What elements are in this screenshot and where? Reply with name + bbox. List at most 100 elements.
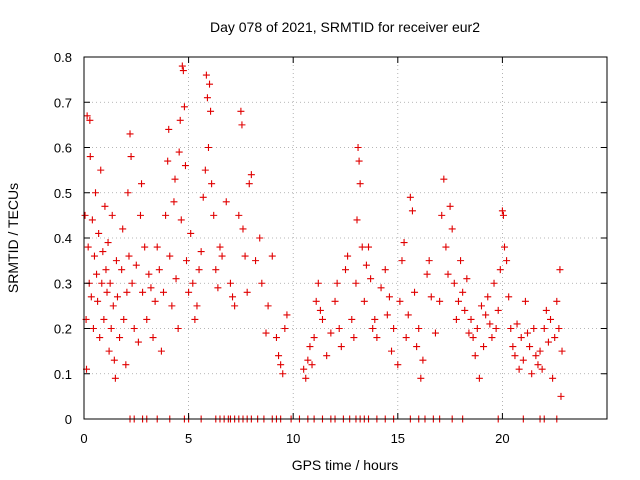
y-tick-label: 0.3 xyxy=(54,276,72,291)
data-point xyxy=(352,279,360,287)
data-point xyxy=(371,315,379,323)
data-point xyxy=(247,171,255,179)
data-point xyxy=(333,279,341,287)
data-point xyxy=(120,315,128,323)
data-point xyxy=(204,144,212,151)
data-point xyxy=(507,325,515,332)
data-point xyxy=(239,225,247,233)
data-point xyxy=(93,270,101,278)
data-point xyxy=(438,211,446,219)
y-tick-label: 0 xyxy=(65,412,72,427)
data-point xyxy=(168,302,176,310)
data-point xyxy=(231,302,239,310)
data-point xyxy=(218,252,226,260)
data-point xyxy=(540,325,548,332)
x-tick-label: 0 xyxy=(80,431,87,446)
data-point xyxy=(342,266,349,274)
data-point xyxy=(524,329,532,337)
data-point xyxy=(444,270,452,278)
data-point xyxy=(235,211,243,219)
data-point xyxy=(515,365,523,373)
data-point xyxy=(157,347,165,355)
data-point xyxy=(475,374,483,382)
data-point xyxy=(355,157,363,165)
data-point xyxy=(207,107,215,115)
data-point xyxy=(394,361,402,369)
data-point xyxy=(373,334,381,342)
data-point xyxy=(415,325,423,332)
data-point xyxy=(406,193,414,201)
data-point xyxy=(519,356,527,364)
data-point xyxy=(473,325,481,332)
data-point xyxy=(243,288,251,296)
x-tick-label: 5 xyxy=(185,431,192,446)
y-tick-label: 0.6 xyxy=(54,141,72,156)
data-point xyxy=(448,225,456,233)
data-point xyxy=(145,270,153,278)
data-point xyxy=(83,112,91,120)
data-point xyxy=(509,343,517,351)
data-point xyxy=(101,202,109,210)
data-point xyxy=(124,189,132,197)
data-point xyxy=(279,370,287,378)
data-point xyxy=(471,352,479,360)
data-point xyxy=(189,279,197,287)
data-point xyxy=(165,125,173,133)
data-point xyxy=(172,275,180,283)
data-point xyxy=(229,293,237,301)
data-point xyxy=(86,153,94,161)
data-point xyxy=(86,116,94,124)
data-point xyxy=(170,198,178,206)
data-point xyxy=(436,297,444,305)
data-point xyxy=(88,216,96,224)
data-point xyxy=(467,315,475,323)
data-point xyxy=(398,257,406,265)
data-point xyxy=(119,225,127,233)
data-point xyxy=(367,275,375,283)
data-point xyxy=(113,293,121,301)
data-point xyxy=(400,239,408,247)
data-point xyxy=(226,279,234,287)
data-point xyxy=(496,266,504,274)
data-point xyxy=(98,279,106,287)
data-point xyxy=(503,257,511,265)
data-point xyxy=(542,306,550,314)
data-point xyxy=(99,248,107,256)
data-point xyxy=(90,252,98,260)
data-point xyxy=(446,202,454,210)
data-point xyxy=(431,329,439,337)
data-point xyxy=(312,297,320,305)
data-point xyxy=(308,361,316,369)
y-tick-label: 0.1 xyxy=(54,367,72,382)
data-point xyxy=(176,116,184,124)
data-point xyxy=(143,315,151,323)
data-point xyxy=(354,144,362,151)
x-axis-label: GPS time / hours xyxy=(292,457,399,473)
data-point xyxy=(536,347,544,355)
data-point xyxy=(452,315,460,323)
y-tick-label: 0.7 xyxy=(54,95,72,110)
data-point xyxy=(463,275,471,283)
data-point xyxy=(513,320,521,328)
data-point xyxy=(178,62,186,70)
data-point xyxy=(238,121,246,129)
data-point xyxy=(122,361,130,369)
data-point xyxy=(390,325,398,332)
data-point xyxy=(549,374,557,382)
data-point xyxy=(528,370,536,378)
data-point xyxy=(96,334,104,342)
data-point xyxy=(203,94,211,102)
data-point xyxy=(490,279,498,287)
x-tick-label: 10 xyxy=(286,431,300,446)
data-point xyxy=(102,266,110,274)
data-point xyxy=(283,311,291,319)
data-point xyxy=(494,306,502,314)
data-point xyxy=(258,279,266,287)
data-point xyxy=(335,325,343,332)
data-point xyxy=(360,297,368,305)
data-point xyxy=(222,198,230,206)
data-point xyxy=(404,311,412,319)
data-point xyxy=(171,175,179,183)
data-point xyxy=(127,153,135,161)
data-point xyxy=(252,257,260,265)
